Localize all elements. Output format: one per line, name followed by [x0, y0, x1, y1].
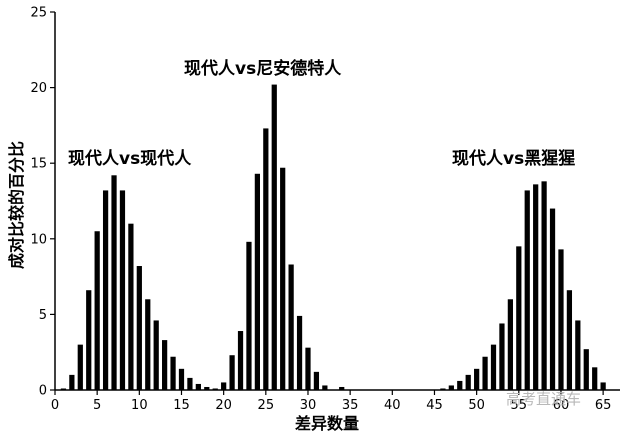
bar-series1-x19	[212, 388, 218, 390]
y-axis-title: 成对比较的百分比	[7, 141, 26, 269]
bar-series1-x23	[246, 241, 252, 390]
bar-series0-x8	[119, 190, 126, 390]
y-tick-label: 0	[39, 384, 47, 399]
bar-series1-x28	[288, 264, 294, 390]
bar-series1-x21	[229, 355, 235, 390]
bar-series1-x26	[271, 84, 277, 390]
bar-series2-x64	[592, 367, 598, 390]
bar-series2-x59	[549, 208, 556, 390]
x-tick-label: 20	[215, 398, 232, 413]
bars	[60, 84, 606, 391]
x-tick-label: 5	[93, 398, 101, 413]
bar-series0-x18	[204, 386, 210, 390]
bar-series2-x50	[474, 368, 480, 390]
bar-series1-x30	[305, 347, 311, 390]
x-tick-label: 10	[131, 398, 148, 413]
y-tick-label: 20	[30, 81, 47, 96]
bar-series0-x14	[170, 356, 176, 390]
ticks: 0 5 10 15 20 25 30 35 40 45 50 55 60 65 0 5 10 15 20 25	[30, 6, 611, 414]
bar-series0-x3	[77, 344, 83, 390]
annotation-modern-vs-modern: 现代人vs现代人	[68, 148, 192, 169]
bar-series2-x49	[465, 374, 471, 390]
bar-series2-x53	[499, 323, 505, 390]
bar-series0-x5	[94, 231, 100, 390]
bar-series2-x47	[448, 385, 454, 390]
bar-series0-x13	[162, 340, 168, 390]
bar-series1-x27	[280, 167, 286, 390]
x-tick-label: 25	[258, 398, 275, 413]
x-tick-label: 40	[384, 398, 401, 413]
bar-series2-x62	[575, 320, 581, 390]
bar-series1-x31	[313, 371, 320, 390]
bar-series2-x55	[516, 246, 522, 390]
x-tick-label: 55	[511, 398, 528, 413]
bar-series0-x11	[145, 299, 151, 390]
bar-series0-x17	[195, 383, 201, 390]
bar-series0-x15	[178, 368, 185, 390]
bar-series2-x48	[457, 380, 463, 390]
bar-series2-x63	[583, 349, 589, 390]
watermark-text: 高考直通车	[506, 390, 581, 408]
bar-series1-x22	[237, 331, 244, 390]
annotation-modern-vs-chimpanzee: 现代人vs黑猩猩	[452, 148, 575, 169]
x-tick-label: 60	[553, 398, 570, 413]
x-tick-label: 30	[300, 398, 317, 413]
bar-series2-x61	[566, 290, 573, 390]
bar-series1-x34	[339, 386, 345, 390]
bar-series0-x9	[128, 223, 134, 390]
y-tick-label: 15	[30, 157, 47, 172]
bar-series1-x25	[263, 128, 269, 391]
annotation-modern-vs-neanderthal: 现代人vs尼安德特人	[184, 58, 342, 79]
bar-series2-x65	[600, 382, 606, 390]
x-tick-label: 35	[342, 398, 359, 413]
bar-series0-x7	[111, 175, 117, 390]
bar-series1-x20	[221, 382, 227, 390]
y-tick-label: 10	[30, 232, 47, 247]
bar-series2-x54	[507, 299, 513, 390]
bar-series0-x2	[69, 374, 75, 390]
y-tick-label: 5	[39, 308, 47, 323]
bar-series1-x24	[254, 173, 260, 390]
x-tick-label: 15	[173, 398, 190, 413]
bar-series0-x12	[153, 320, 159, 390]
bar-series2-x60	[558, 249, 564, 390]
bar-series0-x16	[187, 377, 193, 390]
bar-series1-x32	[322, 385, 328, 390]
bar-series0-x10	[136, 266, 142, 390]
bar-series2-x52	[490, 344, 497, 390]
bar-series0-x1	[60, 388, 67, 390]
bar-series2-x51	[482, 356, 488, 390]
bar-series2-x58	[541, 181, 547, 390]
bar-series2-x57	[533, 184, 539, 390]
x-tick-label: 45	[426, 398, 443, 413]
bar-series0-x4	[86, 290, 92, 390]
x-axis-title: 差异数量	[295, 414, 359, 433]
bar-series1-x29	[296, 315, 303, 390]
y-tick-label: 25	[30, 6, 47, 21]
x-tick-label: 0	[51, 398, 59, 413]
bar-series2-x46	[440, 388, 446, 390]
axes	[54, 12, 620, 391]
x-tick-label: 50	[468, 398, 485, 413]
x-tick-label: 65	[595, 398, 612, 413]
bar-series2-x56	[524, 190, 530, 390]
bar-series0-x6	[102, 190, 109, 390]
